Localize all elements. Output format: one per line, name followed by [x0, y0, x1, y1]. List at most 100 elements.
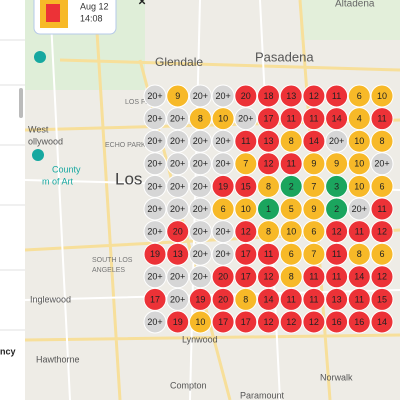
grid-cell[interactable] [370, 197, 394, 221]
grid-cell[interactable] [302, 152, 326, 176]
grid-cell[interactable] [188, 174, 212, 198]
grid-cell[interactable] [234, 174, 258, 198]
grid-cell[interactable] [143, 310, 167, 334]
grid-cell[interactable] [302, 107, 326, 131]
grid-cell[interactable] [370, 265, 394, 289]
grid-cell[interactable] [234, 287, 258, 311]
grid-cell[interactable] [234, 220, 258, 244]
grid-cell[interactable] [143, 197, 167, 221]
grid-cell[interactable] [279, 107, 303, 131]
grid-cell[interactable] [166, 287, 190, 311]
grid-cell[interactable] [257, 220, 280, 244]
close-button[interactable]: × [138, 0, 146, 8]
grid-cell[interactable] [188, 84, 212, 108]
grid-cell[interactable] [143, 287, 167, 311]
grid-cell[interactable] [166, 129, 190, 153]
grid-cell[interactable] [143, 242, 167, 266]
grid-cell[interactable] [234, 265, 258, 289]
grid-cell[interactable] [325, 152, 349, 176]
grid-cell[interactable] [257, 310, 280, 334]
grid-cell[interactable] [257, 174, 280, 198]
grid-cell[interactable] [166, 265, 190, 289]
grid-cell[interactable] [325, 220, 349, 244]
grid-cell[interactable] [166, 84, 190, 108]
grid-cell[interactable] [234, 310, 258, 334]
grid-cell[interactable] [325, 310, 349, 334]
grid-cell[interactable] [370, 84, 394, 108]
grid-cell[interactable] [257, 152, 280, 176]
grid-cell[interactable] [166, 242, 190, 266]
grid-cell[interactable] [211, 84, 235, 108]
grid-cell[interactable] [347, 174, 371, 198]
grid-cell[interactable] [166, 174, 190, 198]
grid-cell[interactable] [279, 265, 303, 289]
grid-cell[interactable] [143, 152, 167, 176]
grid-cell[interactable] [188, 287, 212, 311]
grid-cell[interactable] [370, 174, 394, 198]
grid-cell[interactable] [279, 310, 303, 334]
grid-cell[interactable] [143, 129, 167, 153]
grid-cell[interactable] [143, 220, 167, 244]
grid-cell[interactable] [257, 197, 280, 221]
grid-cell[interactable] [347, 152, 371, 176]
grid-cell[interactable] [279, 242, 303, 266]
grid-cell[interactable] [211, 265, 235, 289]
grid-cell[interactable] [370, 107, 394, 131]
grid-cell[interactable] [302, 220, 326, 244]
grid-cell[interactable] [211, 310, 235, 334]
grid-cell[interactable] [279, 197, 303, 221]
grid-cell[interactable] [143, 265, 167, 289]
grid-cell[interactable] [166, 107, 190, 131]
grid-cell[interactable] [211, 129, 235, 153]
grid-cell[interactable] [325, 265, 349, 289]
grid-cell[interactable] [211, 242, 235, 266]
grid-cell[interactable] [257, 287, 280, 311]
grid-cell[interactable] [347, 287, 371, 311]
grid-cell[interactable] [188, 242, 212, 266]
grid-cell[interactable] [370, 242, 394, 266]
grid-cell[interactable] [370, 129, 394, 153]
grid-cell[interactable] [234, 152, 258, 176]
grid-cell[interactable] [188, 220, 212, 244]
grid-cell[interactable] [370, 152, 394, 176]
grid-cell[interactable] [143, 107, 167, 131]
grid-cell[interactable] [279, 152, 303, 176]
grid-cell[interactable] [302, 287, 326, 311]
grid-cell[interactable] [166, 152, 190, 176]
grid-cell[interactable] [188, 129, 212, 153]
grid-cell[interactable] [279, 174, 303, 198]
grid-cell[interactable] [188, 310, 212, 334]
grid-cell[interactable] [279, 129, 303, 153]
grid-cell[interactable] [302, 265, 326, 289]
grid-cell[interactable] [188, 265, 212, 289]
grid-cell[interactable] [347, 84, 371, 108]
grid-cell[interactable] [166, 220, 190, 244]
grid-cell[interactable] [370, 310, 394, 334]
grid-cell[interactable] [325, 197, 349, 221]
grid-cell[interactable] [279, 287, 303, 311]
grid-cell[interactable] [347, 310, 371, 334]
grid-cell[interactable] [325, 242, 349, 266]
grid-cell[interactable] [234, 129, 258, 153]
grid-cell[interactable] [257, 107, 280, 131]
grid-cell[interactable] [211, 152, 235, 176]
grid-cell[interactable] [302, 242, 326, 266]
grid-cell[interactable] [302, 310, 326, 334]
grid-cell[interactable] [347, 265, 371, 289]
grid-cell[interactable] [234, 197, 258, 221]
grid-cell[interactable] [234, 84, 258, 108]
grid-cell[interactable] [302, 84, 326, 108]
grid-cell[interactable] [347, 107, 371, 131]
grid-cell[interactable] [143, 84, 167, 108]
grid-cell[interactable] [347, 220, 371, 244]
grid-cell[interactable] [325, 107, 349, 131]
grid-cell[interactable] [188, 197, 212, 221]
grid-cell[interactable] [370, 220, 394, 244]
grid-cell[interactable] [325, 129, 349, 153]
grid-cell[interactable] [347, 197, 371, 221]
grid-cell[interactable] [166, 310, 190, 334]
grid-cell[interactable] [257, 129, 280, 153]
grid-cell[interactable] [302, 129, 326, 153]
grid-cell[interactable] [257, 84, 280, 108]
grid-cell[interactable] [257, 265, 280, 289]
